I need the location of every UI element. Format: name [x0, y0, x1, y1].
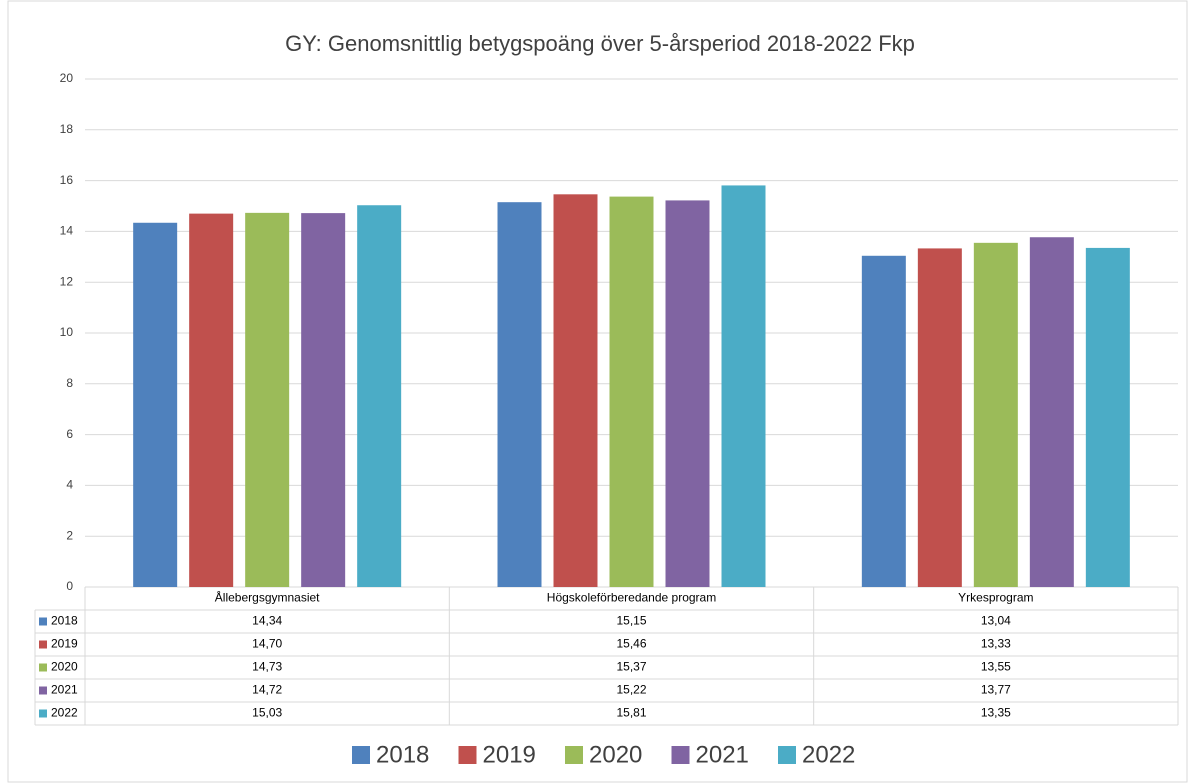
bar: [861, 255, 906, 587]
table-legend-key: [39, 709, 47, 718]
y-tick-label: 0: [66, 579, 73, 593]
y-tick-label: 16: [60, 173, 74, 187]
table-row-header: 2018: [51, 614, 78, 628]
table-cell: 13,04: [981, 614, 1011, 628]
y-tick-label: 2: [66, 528, 73, 542]
legend-key: [352, 746, 370, 764]
bar: [1029, 237, 1074, 587]
x-tick-label: Ållebergsgymnasiet: [215, 590, 320, 605]
y-tick-label: 4: [66, 478, 73, 492]
table-cell: 14,34: [252, 614, 282, 628]
y-tick-label: 12: [60, 274, 74, 288]
bar: [301, 213, 346, 587]
table-cell: 15,15: [616, 614, 646, 628]
legend-label: 2022: [802, 741, 855, 768]
table-cell: 13,33: [981, 637, 1011, 651]
bar: [721, 185, 766, 587]
table-cell: 13,35: [981, 706, 1011, 720]
y-tick-label: 18: [60, 122, 74, 136]
legend-key: [458, 746, 477, 764]
legend-label: 2020: [589, 741, 642, 768]
table-legend-key: [39, 686, 47, 695]
table-cell: 15,22: [616, 683, 646, 697]
table-cell: 14,72: [252, 683, 282, 697]
table-legend-key: [39, 663, 47, 672]
x-tick-label: Yrkesprogram: [958, 591, 1033, 605]
bar: [357, 205, 402, 587]
legend-key: [671, 746, 690, 764]
table-cell: 14,73: [252, 660, 282, 674]
bar: [609, 196, 654, 588]
table-cell: 13,77: [981, 683, 1011, 697]
bar: [133, 222, 178, 587]
bar: [553, 194, 598, 588]
bar: [917, 248, 962, 587]
table-row-header: 2021: [51, 683, 78, 697]
bar: [665, 200, 710, 588]
legend-label: 2018: [376, 741, 429, 768]
bar: [245, 212, 290, 587]
y-tick-label: 8: [66, 376, 73, 390]
table-legend-key: [39, 617, 47, 626]
chart-title: GY: Genomsnittlig betygspoäng över 5-års…: [285, 31, 915, 56]
bar: [497, 202, 542, 587]
table-cell: 14,70: [252, 637, 282, 651]
legend-key: [778, 746, 796, 764]
table-cell: 15,81: [616, 706, 646, 720]
table-row-header: 2020: [51, 660, 78, 674]
table-cell: 15,37: [616, 660, 646, 674]
table-cell: 13,55: [981, 660, 1011, 674]
y-tick-label: 10: [60, 325, 74, 339]
table-row-header: 2019: [51, 637, 78, 651]
table-row-header: 2022: [51, 706, 78, 720]
legend-label: 2019: [483, 741, 536, 768]
y-tick-label: 20: [60, 71, 74, 85]
bar: [189, 213, 234, 587]
bar: [973, 242, 1018, 587]
y-tick-label: 6: [66, 427, 73, 441]
bar: [1085, 247, 1130, 587]
table-legend-key: [39, 640, 47, 649]
y-tick-label: 14: [60, 224, 74, 238]
table-cell: 15,46: [616, 637, 646, 651]
legend-label: 2021: [696, 741, 749, 768]
x-tick-label: Högskoleförberedande program: [547, 591, 716, 605]
table-cell: 15,03: [252, 706, 282, 720]
legend-key: [565, 746, 583, 764]
